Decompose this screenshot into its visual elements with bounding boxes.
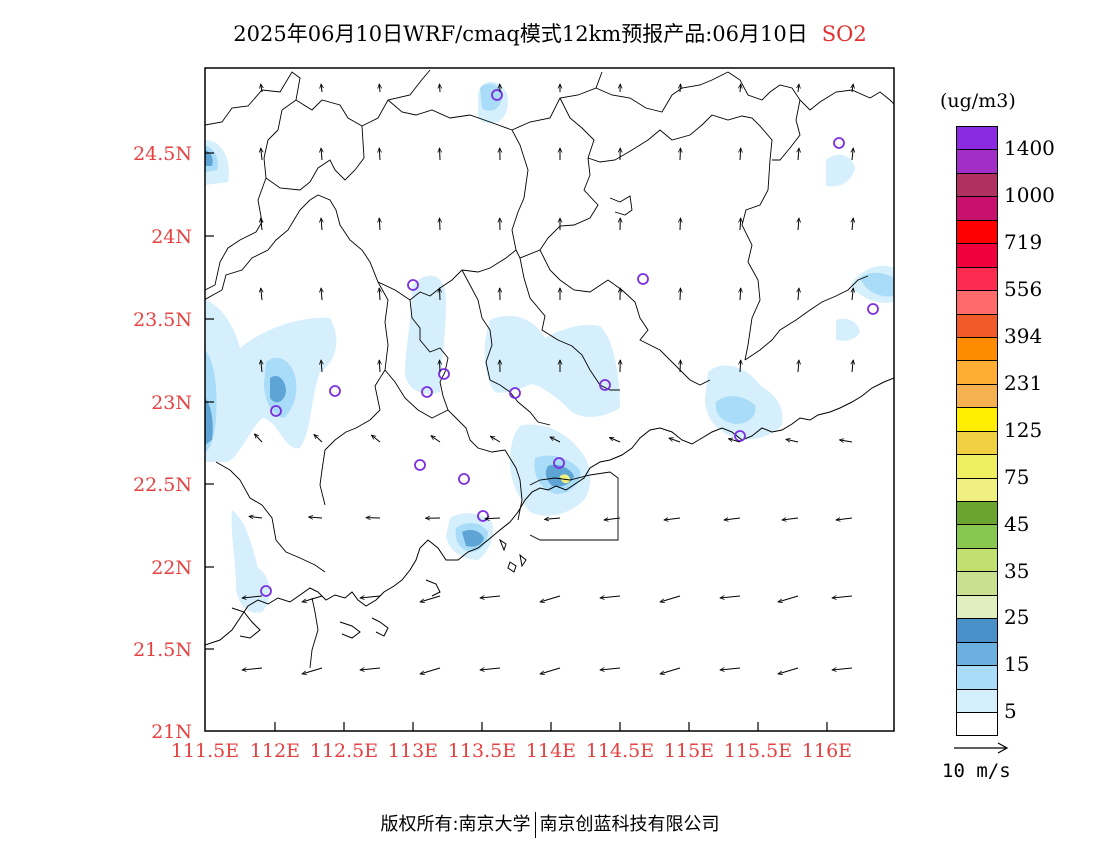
colorbar-swatch bbox=[957, 712, 997, 736]
lon-label-115-5e: 115.5E bbox=[723, 740, 793, 762]
lat-label-21-5n: 21.5N bbox=[133, 639, 192, 661]
wind-vectors bbox=[242, 84, 853, 674]
colorbar-unit: (ug/m3) bbox=[940, 90, 1016, 112]
copyright-left: 版权所有:南京大学 bbox=[380, 814, 531, 835]
colorbar-swatch bbox=[957, 595, 997, 620]
city-markers bbox=[260, 89, 879, 597]
hotspot-shenzhen bbox=[560, 474, 571, 484]
concentration-field bbox=[205, 81, 894, 613]
axis-ticks bbox=[205, 152, 828, 731]
colorbar-swatch bbox=[957, 572, 997, 596]
colorbar-swatch bbox=[957, 314, 997, 338]
colorbar-swatch bbox=[957, 361, 997, 385]
lon-label-114-5e: 114.5E bbox=[585, 740, 655, 762]
colorbar-label: 394 bbox=[1004, 324, 1043, 349]
colorbar-swatch bbox=[957, 502, 997, 526]
colorbar-swatch bbox=[957, 267, 997, 292]
colorbar-swatch bbox=[957, 666, 997, 690]
lat-label-24n: 24N bbox=[151, 226, 192, 248]
lon-label-113-5e: 113.5E bbox=[447, 740, 517, 762]
colorbar-swatch bbox=[957, 220, 997, 245]
colorbar-label: 25 bbox=[1004, 605, 1030, 630]
lon-label-115e: 115E bbox=[663, 740, 715, 762]
admin-boundaries bbox=[205, 69, 894, 669]
lat-label-22-5n: 22.5N bbox=[133, 474, 192, 496]
pollutant-label: SO2 bbox=[821, 22, 867, 46]
lon-label-112e: 112E bbox=[249, 740, 301, 762]
colorbar-swatch bbox=[957, 291, 997, 315]
lon-label-111-5e: 111.5E bbox=[170, 740, 240, 762]
colorbar-swatch bbox=[957, 619, 997, 643]
lat-label-23n: 23N bbox=[151, 392, 192, 414]
reference-arrow-icon bbox=[954, 742, 1009, 754]
colorbar-swatch bbox=[957, 525, 997, 549]
colorbar-label: 1000 bbox=[1004, 183, 1055, 208]
colorbar-swatch bbox=[957, 689, 997, 713]
colorbar-swatch bbox=[957, 548, 997, 573]
lat-label-24-5n: 24.5N bbox=[133, 143, 192, 165]
colorbar-label: 125 bbox=[1004, 417, 1043, 442]
copyright-right: 南京创蓝科技有限公司 bbox=[539, 814, 720, 835]
colorbar-label: 556 bbox=[1004, 277, 1043, 302]
colorbar-swatch bbox=[957, 408, 997, 432]
colorbar-label: 5 bbox=[1004, 699, 1017, 724]
colorbar-swatch bbox=[957, 384, 997, 409]
map-title: 2025年06月10日WRF/cmaq模式12km预报产品:06月10日 SO2 bbox=[0, 18, 1100, 48]
coastline bbox=[205, 377, 894, 646]
colorbar-swatch bbox=[957, 337, 997, 362]
footer-divider bbox=[534, 812, 536, 838]
lon-label-113e: 113E bbox=[387, 740, 439, 762]
colorbar-label: 35 bbox=[1004, 558, 1030, 583]
colorbar-swatch bbox=[957, 127, 997, 151]
lat-label-22n: 22N bbox=[151, 557, 192, 579]
lon-label-112-5e: 112.5E bbox=[309, 740, 379, 762]
colorbar-swatch bbox=[957, 197, 997, 221]
reference-vector-label: 10 m/s bbox=[942, 760, 1011, 782]
colorbar-label: 75 bbox=[1004, 464, 1030, 489]
colorbar-label: 15 bbox=[1004, 652, 1030, 677]
colorbar-swatch bbox=[957, 431, 997, 456]
colorbar-label: 1400 bbox=[1004, 136, 1055, 161]
colorbar-label: 45 bbox=[1004, 511, 1030, 536]
lon-label-116e: 116E bbox=[801, 740, 853, 762]
copyright-footer: 版权所有:南京大学 南京创蓝科技有限公司 bbox=[0, 810, 1100, 838]
colorbar-swatch bbox=[957, 150, 997, 174]
title-text: 2025年06月10日WRF/cmaq模式12km预报产品:06月10日 bbox=[233, 22, 808, 46]
colorbar-label: 231 bbox=[1004, 370, 1043, 395]
colorbar-swatch bbox=[957, 455, 997, 479]
lat-label-21n: 21N bbox=[151, 721, 192, 743]
colorbar-swatch bbox=[957, 244, 997, 268]
colorbar bbox=[956, 126, 998, 737]
plot-frame bbox=[204, 67, 895, 732]
colorbar-swatch bbox=[957, 478, 997, 502]
colorbar-label: 719 bbox=[1004, 230, 1043, 255]
lon-label-114e: 114E bbox=[525, 740, 577, 762]
colorbar-swatch bbox=[957, 642, 997, 667]
colorbar-swatch bbox=[957, 173, 997, 198]
lat-label-23-5n: 23.5N bbox=[133, 309, 192, 331]
